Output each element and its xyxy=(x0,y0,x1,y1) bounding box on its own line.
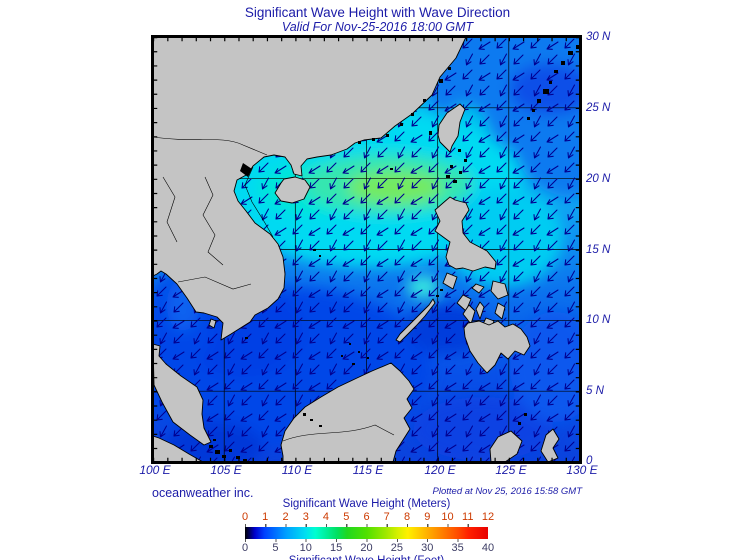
landmass-sumatra xyxy=(153,435,204,462)
x-axis-label: 110 E xyxy=(281,463,313,477)
feet-tick: 15 xyxy=(330,541,343,554)
colorbar-bottom-tickmarks xyxy=(245,538,488,542)
meters-tick: 11 xyxy=(462,510,474,523)
feet-tick: 10 xyxy=(299,541,312,554)
feet-tick: 40 xyxy=(481,541,495,554)
y-axis-label: 20 N xyxy=(586,173,611,185)
meters-tick: 4 xyxy=(322,510,330,523)
country-borders xyxy=(153,136,395,442)
meters-tick: 10 xyxy=(441,510,454,523)
y-axis-label: 0 xyxy=(586,455,593,467)
y-axis-label: 30 N xyxy=(586,31,611,43)
x-axis-label: 130 E xyxy=(566,463,598,477)
meters-tick: 0 xyxy=(241,510,249,523)
meters-tick: 7 xyxy=(383,510,390,523)
valid-time-subtitle: Valid For Nov-25-2016 18:00 GMT xyxy=(281,20,474,35)
island-cebu xyxy=(475,301,485,320)
feet-tick: 25 xyxy=(390,541,403,554)
meters-tick: 12 xyxy=(481,510,495,523)
meters-tick: 5 xyxy=(343,510,350,523)
y-axis-label: 15 N xyxy=(586,244,611,256)
meters-tick: 2 xyxy=(282,510,289,523)
landmass-malay-peninsula xyxy=(153,343,212,446)
map-frame xyxy=(151,35,582,464)
meters-tick: 1 xyxy=(262,510,269,523)
page-title: Significant Wave Height with Wave Direct… xyxy=(244,5,511,20)
x-axis-label: 105 E xyxy=(210,463,242,477)
land-layer xyxy=(153,37,560,462)
credit-oceanweather: oceanweather inc. xyxy=(152,486,254,500)
meters-tick: 9 xyxy=(424,510,431,523)
island-luzon xyxy=(434,196,497,272)
colorbar-meters-label: Significant Wave Height (Meters) xyxy=(282,498,451,510)
map-canvas xyxy=(151,35,582,464)
island-samar xyxy=(490,280,509,300)
feet-tick: 35 xyxy=(451,541,464,554)
small-islands-layer xyxy=(209,45,580,462)
island-hainan xyxy=(274,176,311,204)
y-axis-label: 10 N xyxy=(586,314,611,326)
island-mindoro xyxy=(442,272,458,290)
x-axis-label: 100 E xyxy=(139,463,171,477)
y-axis-label: 5 N xyxy=(586,385,604,397)
colorbar: Significant Wave Height (Meters) 0 1 2 3… xyxy=(241,498,494,560)
colorbar-gradient xyxy=(245,526,488,539)
island-sulawesi xyxy=(489,430,523,462)
island-leyte xyxy=(494,302,506,320)
island-masbate xyxy=(471,283,485,294)
landmass-china-indochina xyxy=(153,37,467,341)
island-phu-quoc xyxy=(208,318,217,329)
colorbar-feet-label: Significant Wave Height (Feet) xyxy=(245,555,488,560)
colorbar-feet-ticks: 0 5 10 15 20 25 30 35 40 xyxy=(241,541,494,555)
island-palawan xyxy=(395,298,436,343)
frame-ticks xyxy=(153,37,580,462)
island-taiwan xyxy=(437,103,466,153)
colorbar-top-tickmarks xyxy=(245,523,488,527)
island-mindanao xyxy=(463,320,531,374)
title-block: Significant Wave Height with Wave Direct… xyxy=(0,5,755,34)
landmass-borneo xyxy=(280,362,415,462)
x-axis-label: 115 E xyxy=(352,463,384,477)
island-halmahera xyxy=(540,428,560,462)
x-axis-label: 120 E xyxy=(424,463,456,477)
plotted-timestamp: Plotted at Nov 25, 2016 15:58 GMT xyxy=(432,486,582,497)
feet-tick: 20 xyxy=(360,541,373,554)
feet-tick: 30 xyxy=(421,541,434,554)
meters-tick: 8 xyxy=(403,510,411,523)
meters-tick: 3 xyxy=(302,510,309,523)
x-axis-label: 125 E xyxy=(495,463,527,477)
meters-tick: 6 xyxy=(363,510,370,523)
y-axis-label: 25 N xyxy=(586,102,611,114)
feet-tick: 0 xyxy=(241,541,249,554)
colorbar-meters-ticks: 0 1 2 3 4 5 6 7 8 9 10 11 12 xyxy=(241,510,494,524)
feet-tick: 5 xyxy=(272,541,279,554)
